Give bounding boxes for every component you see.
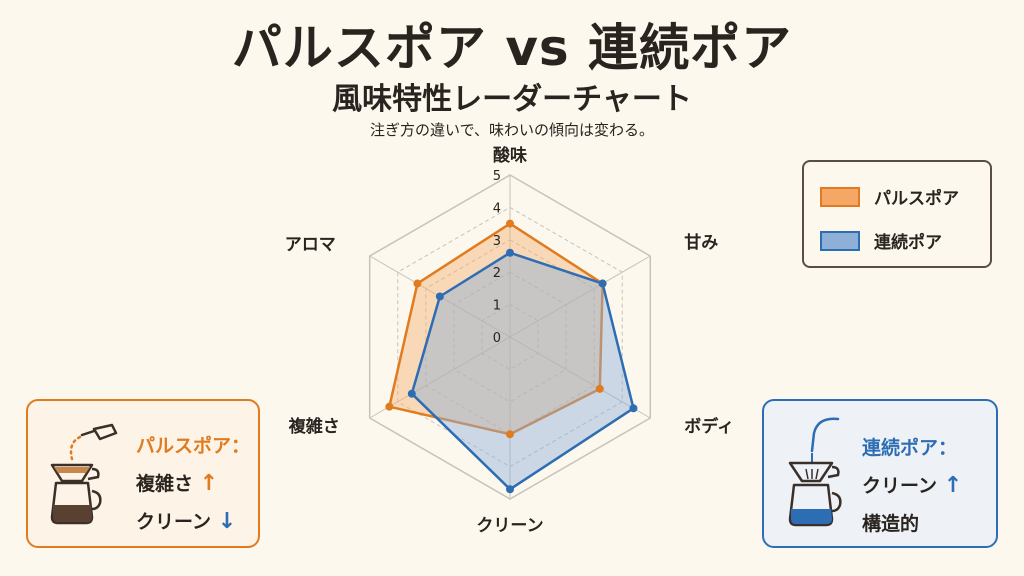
radar-axis-label: ボディ: [684, 416, 734, 437]
radar-series: [385, 219, 638, 494]
legend-swatch-pulse: [820, 186, 860, 207]
series-point-pulse: [385, 402, 394, 411]
series-point-pulse: [506, 219, 514, 228]
down-arrow-icon: ↓: [217, 509, 237, 534]
radar-tick-label: 3: [493, 234, 501, 249]
pulse-card-line1-text: 複雑さ: [136, 473, 194, 495]
page-title: パルスポア vs 連続ポア: [231, 19, 793, 77]
series-point-pulse: [413, 279, 422, 288]
series-point-continuous: [629, 404, 638, 413]
legend-item-continuous: 連続ポア: [820, 228, 942, 253]
kettle-dripper-icon: [50, 423, 118, 525]
series-point-pulse: [595, 384, 604, 393]
kettle-dripper-icon: [788, 417, 842, 527]
radar-tick-label: 0: [493, 331, 501, 346]
pulse-card-line2: クリーン ↓: [136, 507, 236, 534]
continuous-pour-card: 連続ポア： クリーン ↑ 構造的: [762, 399, 998, 548]
radar-spoke: [509, 255, 651, 338]
continuous-card-heading: 連続ポア：: [862, 437, 958, 459]
radar-tick-label: 2: [493, 266, 501, 281]
pulse-card-heading: パルスポア：: [136, 435, 251, 457]
series-point-continuous: [506, 248, 514, 257]
series-point-continuous: [435, 292, 444, 301]
continuous-card-line1: クリーン ↑: [862, 471, 962, 498]
radar-tick-label: 1: [493, 299, 501, 314]
up-arrow-icon: ↑: [943, 473, 963, 498]
radar-axis-label: 酸味: [493, 145, 527, 166]
legend-item-pulse: パルスポア: [820, 184, 959, 209]
radar-axis-label: アロマ: [285, 235, 336, 255]
pulse-card-line1: 複雑さ ↑: [136, 469, 218, 496]
continuous-card-line2: 構造的: [862, 513, 920, 535]
radar-spoke: [509, 336, 651, 419]
up-arrow-icon: ↑: [199, 471, 219, 496]
page-caption: 注ぎ方の違いで、味わいの傾向は変わる。: [370, 121, 654, 139]
legend-label-pulse: パルスポア: [874, 189, 959, 209]
series-point-pulse: [506, 430, 514, 439]
radar-axis-label: 甘み: [684, 232, 718, 253]
radar-tick-label: 4: [493, 201, 501, 216]
radar-tick-label: 5: [493, 169, 501, 184]
page-subtitle: 風味特性レーダーチャート: [332, 82, 692, 117]
chart-legend: パルスポア 連続ポア: [802, 160, 992, 268]
series-point-continuous: [506, 485, 514, 494]
pulse-pour-card: パルスポア： 複雑さ ↑ クリーン ↓: [26, 399, 260, 548]
legend-swatch-continuous: [820, 230, 860, 251]
radar-spoke: [369, 336, 511, 419]
pulse-card-line2-text: クリーン: [136, 511, 212, 533]
radar-axis-label: 複雑さ: [288, 416, 340, 437]
series-point-continuous: [407, 389, 416, 398]
radar-axis-label: クリーン: [476, 516, 543, 536]
series-point-continuous: [598, 279, 607, 288]
continuous-card-line1-text: クリーン: [862, 475, 938, 497]
legend-label-continuous: 連続ポア: [874, 233, 942, 253]
